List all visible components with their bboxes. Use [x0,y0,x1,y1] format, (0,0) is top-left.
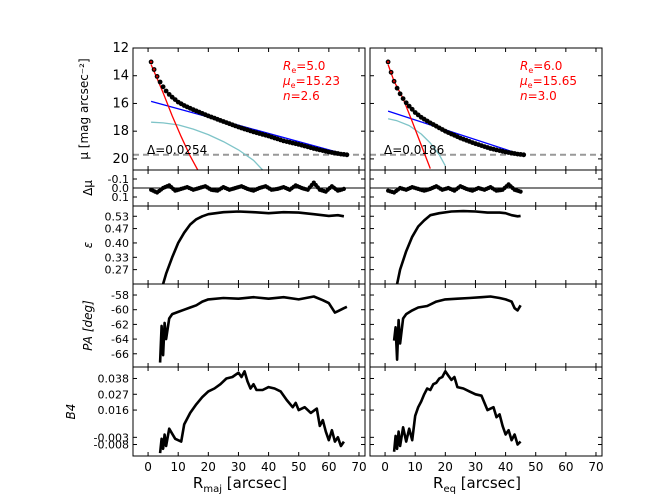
xtick-label-right: 20 [438,460,453,474]
panel-frame-b4-right [369,366,603,457]
fit-mue-left: μe=15.23 [282,74,340,90]
xtick-label-left: 40 [261,460,276,474]
xlabel-left: Rmaj [arcsec] [193,474,287,495]
ytick-label-dmu: 0.1 [112,191,130,204]
ytick-label-b4: -0.003 [94,431,129,444]
mu-point-right [394,85,400,91]
ytick-label-pa: -58 [111,289,129,302]
ellipticity-line-right [395,209,521,284]
ytick-label-b4: -0.008 [94,439,129,452]
xtick-label-left: 30 [231,460,246,474]
xlabel-right: Req [arcsec] [433,474,521,495]
mu-point-left [344,152,350,158]
panel-frame-b4-left [132,366,366,457]
extra-component-right [387,118,446,167]
panel-frame-eps-right [369,205,603,285]
ylabel-eps: ε [81,241,95,248]
ylabel-b4: B4 [64,404,78,420]
ytick-label-pa: -64 [111,333,129,346]
fit-n-left: n=2.6 [283,89,320,103]
xtick-label-right: 0 [381,460,389,474]
mu-point-right [406,103,412,109]
ytick-label-pa: -66 [111,348,129,361]
mu-point-right [400,96,406,101]
ytick-label-mu: 20 [112,152,129,167]
extra-component-left [151,121,264,170]
ytick-label-eps: 0.47 [105,223,130,236]
ytick-label-eps: 0.40 [105,237,130,250]
b4-line-left [158,370,345,454]
mu-core-point-left [152,68,156,71]
ytick-label-eps: 0.53 [105,210,130,223]
ytick-label-dmu: -0.1 [108,173,129,186]
ytick-label-eps: 0.27 [105,264,130,277]
ylabel-pa: PA [deg] [81,300,95,351]
position-angle-line-left [158,295,348,363]
fit-re-left: Re=5.0 [283,59,325,75]
mu-core-point-right [389,71,393,74]
mu-core-point-right [386,60,390,64]
mu-point-left [163,88,169,94]
ytick-label-mu: 18 [112,124,129,139]
mu-point-right [409,106,415,112]
xtick-label-right: 50 [528,460,543,474]
xtick-label-right: 40 [498,460,513,474]
mu-point-right [397,91,403,97]
xtick-label-right: 10 [408,460,423,474]
xtick-label-right: 70 [588,460,603,474]
ytick-label-pa: -62 [111,318,129,331]
mu-point-left [157,79,163,85]
ytick-label-b4: 0.027 [98,388,130,401]
residual-point-left [341,186,346,191]
mu-point-right [521,152,527,158]
xtick-label-left: 70 [351,460,366,474]
ytick-label-dmu: 0.0 [112,182,130,195]
ytick-label-mu: 14 [112,69,129,84]
delta-left: Δ=0.0254 [147,143,207,157]
fit-annotation-left: Re=5.0 μe=15.23 n=2.6 [282,59,340,103]
fit-mue-right: μe=15.65 [519,74,577,90]
sersic-component-right [387,64,431,169]
ytick-label-b4: 0.038 [98,372,130,385]
mu-core-point-left [149,60,153,64]
xtick-label-left: 10 [171,460,186,474]
delta-right: Δ=0.0186 [384,143,444,157]
panels-layer: 12 14 16 18 20 μ [mag arcsec⁻²] -0.10.00.1 Δμ 0.… [64,41,604,474]
xtick-label-left: 50 [291,460,306,474]
mu-core-point-right [392,80,396,83]
position-angle-line-right [392,295,522,361]
ylabel-dmu: Δμ [81,180,95,196]
ytick-label-b4: 0.016 [98,404,130,417]
residual-point-right [518,189,523,194]
ytick-label-eps: 0.33 [105,251,130,264]
ellipticity-line-left [161,210,345,284]
xtick-label-right: 30 [468,460,483,474]
ytick-label-mu: 12 [112,41,129,56]
fit-n-right: n=3.0 [520,89,557,103]
mu-point-left [166,92,172,97]
fit-annotation-right: Re=6.0 μe=15.65 n=3.0 [519,59,577,103]
xtick-label-left: 60 [321,460,336,474]
ylabel-mu: μ [mag arcsec⁻²] [77,58,91,159]
fit-re-right: Re=6.0 [520,59,562,75]
mu-point-right [403,100,409,106]
xtick-label-left: 20 [201,460,216,474]
mu-point-left [160,84,166,90]
b4-line-right [392,370,522,452]
ytick-label-pa: -60 [111,304,129,317]
ytick-label-mu: 16 [112,96,129,111]
xtick-label-right: 60 [558,460,573,474]
xtick-label-left: 0 [144,460,152,474]
mu-core-point-left [155,75,159,78]
